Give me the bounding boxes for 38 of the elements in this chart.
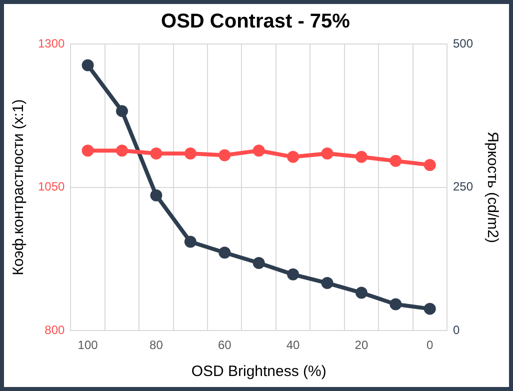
point [252, 256, 265, 269]
y2-tick-label: 500 [452, 36, 474, 50]
point [355, 286, 368, 299]
point [218, 149, 231, 162]
point [116, 144, 128, 157]
point [116, 105, 128, 118]
y2-axis-title: Яркость (cd/m2) [484, 132, 501, 244]
y-tick-label: 1050 [38, 180, 66, 194]
x-tick-label: 40 [286, 338, 300, 352]
x-tick-label: 80 [150, 338, 164, 352]
y-axis-title: Коэф.контрастности (x:1) [10, 99, 28, 276]
point [321, 277, 334, 290]
point [424, 302, 436, 315]
x-tick-label: 0 [426, 338, 434, 352]
x-tick-label: 100 [78, 338, 98, 352]
point [82, 144, 94, 157]
y-tick-label: 1300 [38, 36, 66, 50]
x-tick-label: 60 [218, 338, 232, 352]
point [184, 147, 196, 160]
point [218, 246, 231, 259]
point [82, 59, 94, 72]
point [287, 150, 300, 163]
point [355, 150, 368, 163]
point [390, 298, 402, 310]
point [390, 154, 402, 167]
y-tick-label: 800 [44, 322, 66, 337]
x-tick-label: 20 [354, 338, 368, 352]
point [150, 189, 162, 202]
point [321, 147, 334, 160]
point [287, 268, 300, 280]
point [150, 147, 162, 160]
y2-tick-label: 0 [452, 322, 460, 337]
point [184, 236, 196, 248]
point [252, 144, 265, 157]
point [424, 158, 436, 171]
y2-tick-label: 250 [452, 180, 474, 194]
chart-title: OSD Contrast - 75% [161, 10, 350, 33]
x-axis-title: OSD Brightness (%) [191, 363, 326, 380]
